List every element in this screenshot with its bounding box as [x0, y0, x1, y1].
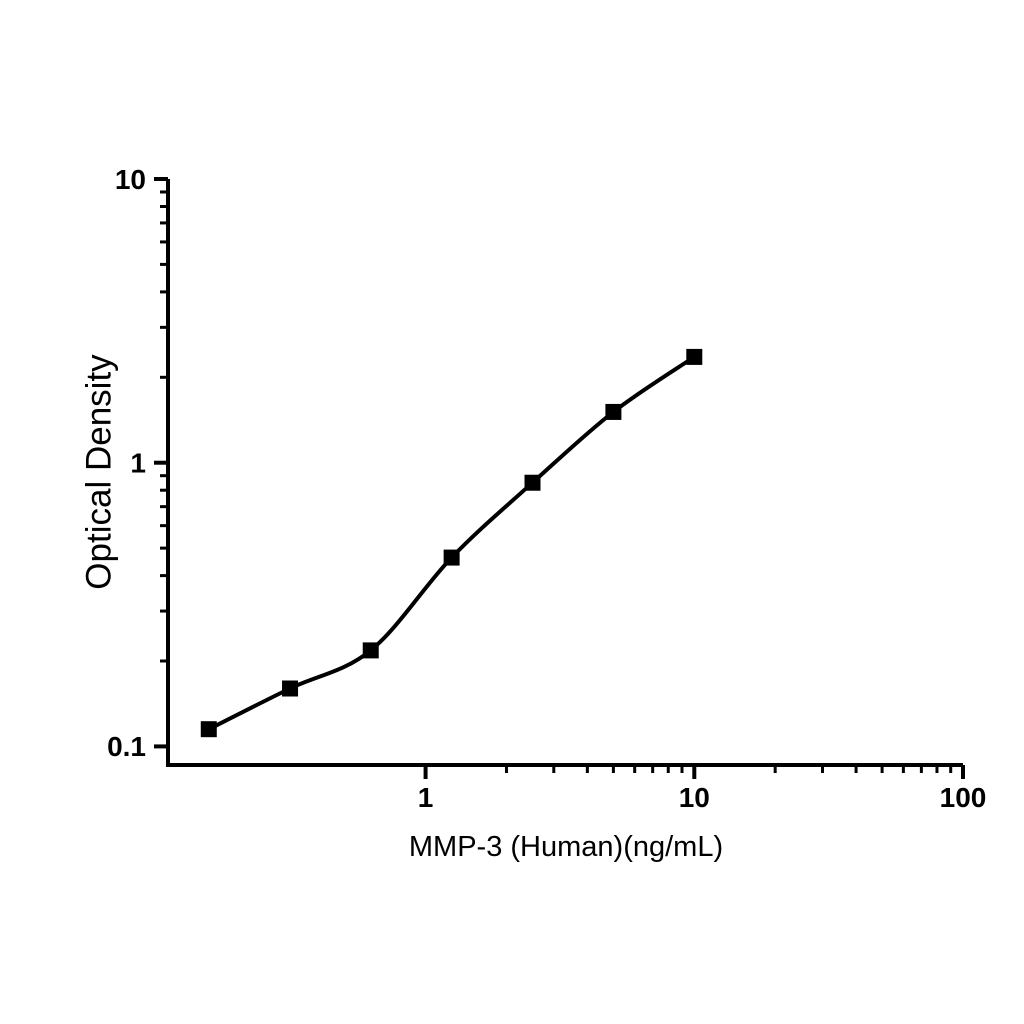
- x-tick-label: 1: [418, 782, 434, 813]
- data-point-marker: [200, 721, 217, 738]
- data-points: [200, 348, 703, 738]
- y-tick-label: 1: [130, 448, 146, 479]
- y-axis-title: Optical Density: [79, 354, 118, 590]
- axes: [166, 179, 963, 767]
- data-point-marker: [443, 549, 460, 566]
- data-point-marker: [686, 348, 703, 365]
- axis-ticks: [154, 177, 965, 779]
- fit-curve-path: [206, 354, 697, 732]
- axis-frame: [166, 179, 963, 767]
- axis-tick-labels: 10 1 0.1 1 10 100: [107, 164, 986, 813]
- x-axis-title: MMP-3 (Human)(ng/mL): [409, 831, 723, 863]
- data-point-marker: [605, 403, 622, 420]
- x-tick-label: 10: [679, 782, 710, 813]
- x-tick-label: 100: [940, 782, 987, 813]
- data-point-marker: [524, 474, 541, 491]
- y-tick-label: 10: [115, 164, 146, 195]
- y-tick-label: 0.1: [107, 731, 146, 762]
- data-point-marker: [282, 680, 299, 697]
- fit-curve: [206, 354, 697, 732]
- data-point-marker: [362, 642, 379, 659]
